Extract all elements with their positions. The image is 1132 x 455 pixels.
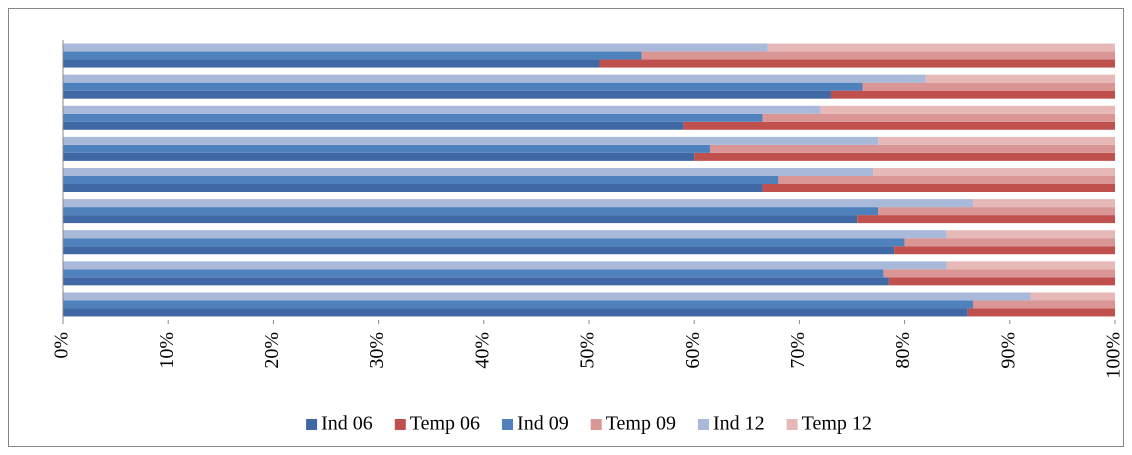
bar-segment: [762, 113, 1115, 122]
legend-swatch: [697, 419, 709, 430]
bar-segment: [63, 168, 874, 176]
x-tick-label: 10%: [156, 332, 178, 369]
x-tick-label: 0%: [51, 332, 73, 359]
bar-segment: [63, 215, 858, 224]
bar-segment: [778, 176, 1115, 184]
legend-swatch: [502, 419, 514, 430]
bar-segment: [63, 199, 973, 208]
x-tick-label: 40%: [471, 332, 493, 369]
legend-label: Temp 12: [802, 413, 872, 435]
x-tick-label: 30%: [366, 332, 388, 369]
bar-segment: [599, 59, 1115, 68]
legend-swatch: [306, 419, 318, 430]
x-tick-label: 90%: [997, 332, 1019, 369]
bar-segment: [63, 277, 889, 286]
bar-segment: [63, 261, 947, 270]
bar-segment: [63, 207, 879, 216]
x-tick-label: 100%: [1103, 332, 1125, 379]
bar-segment: [63, 121, 684, 130]
bar-segment: [883, 269, 1115, 278]
x-tick-label: 80%: [892, 332, 914, 369]
x-tick-label: 60%: [682, 332, 704, 369]
legend-swatch: [394, 419, 406, 430]
legend-swatch: [786, 419, 798, 430]
bar-segment: [63, 82, 863, 91]
bar-segment: [63, 152, 695, 161]
bar-segment: [709, 144, 1115, 153]
x-tick-label: 70%: [787, 332, 809, 369]
bar-segment: [63, 238, 905, 247]
bar-segment: [63, 184, 763, 192]
legend-label: Ind 12: [713, 413, 765, 435]
bar-segment: [63, 136, 879, 145]
bar-segment: [878, 136, 1115, 145]
bar-segment: [925, 74, 1115, 83]
bar-segment: [873, 168, 1115, 176]
bar-segment: [63, 90, 831, 99]
bar-segment: [967, 308, 1115, 317]
bar-segment: [683, 121, 1115, 130]
bar-segment: [641, 51, 1115, 60]
bar-segment: [694, 152, 1115, 161]
bar-segment: [63, 105, 821, 114]
bar-segment: [767, 43, 1115, 52]
bar-segment: [1030, 292, 1115, 301]
bar-segment: [862, 82, 1115, 91]
bar-segment: [63, 59, 600, 68]
legend-label: Temp 06: [410, 413, 480, 435]
bar-segment: [857, 215, 1115, 224]
bar-segment: [63, 269, 884, 278]
bar-segment: [63, 43, 768, 52]
bar-segment: [904, 238, 1115, 247]
legend-swatch: [590, 419, 602, 430]
bar-segment: [830, 90, 1115, 99]
bar-segment: [63, 113, 763, 122]
bar-segment: [878, 207, 1115, 216]
bar-segment: [63, 51, 642, 60]
bar-segment: [972, 199, 1115, 208]
legend-label: Ind 06: [321, 413, 373, 435]
bar-segment: [63, 144, 710, 153]
bar-segment: [946, 261, 1115, 270]
bar-segment: [820, 105, 1115, 114]
bar-segment: [63, 230, 947, 239]
chart-frame: [8, 8, 1124, 447]
bar-segment: [972, 300, 1115, 309]
bar-segment: [63, 300, 973, 309]
x-tick-label: 20%: [261, 332, 283, 369]
legend-label: Ind 09: [517, 413, 569, 435]
bar-segment: [888, 277, 1115, 286]
x-tick-label: 50%: [577, 332, 599, 369]
bar-segment: [63, 246, 895, 255]
bar-segment: [63, 308, 968, 317]
bar-segment: [946, 230, 1115, 239]
legend-label: Temp 09: [606, 413, 676, 435]
bar-segment: [762, 184, 1115, 192]
bar-segment: [894, 246, 1115, 255]
bar-segment: [63, 74, 926, 83]
bar-segment: [63, 292, 1031, 301]
bar-segment: [63, 176, 779, 184]
